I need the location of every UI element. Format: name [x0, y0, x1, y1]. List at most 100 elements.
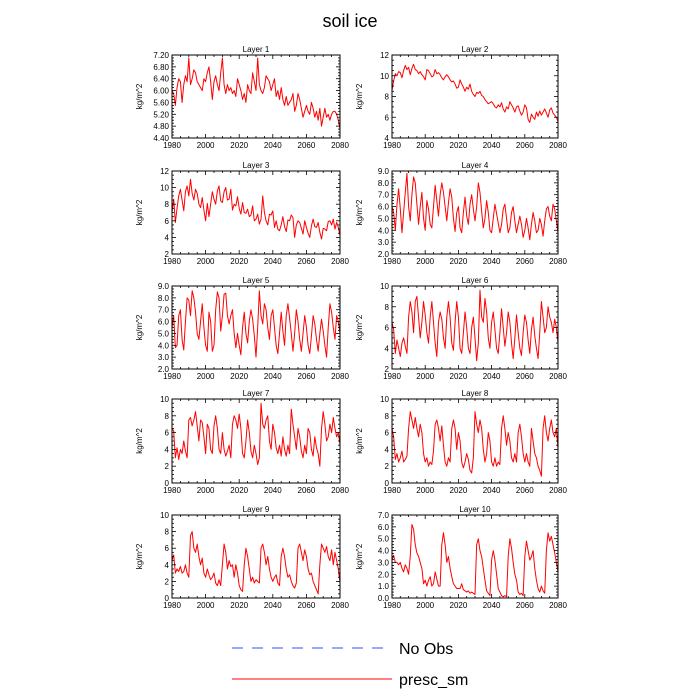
x-tick-label: 2000	[416, 257, 434, 266]
y-tick-label: 6	[165, 217, 170, 226]
x-tick-label: 2080	[331, 601, 349, 610]
y-axis-label: kg/m^2	[355, 543, 364, 569]
x-tick-label: 2040	[483, 257, 501, 266]
y-tick-label: 6	[385, 113, 390, 122]
x-tick-label: 2000	[416, 486, 434, 495]
plot-frame	[171, 54, 341, 139]
y-axis-label: kg/m^2	[135, 543, 144, 569]
y-tick-label: 3.0	[158, 353, 170, 362]
y-axis-label: kg/m^2	[135, 428, 144, 454]
y-tick-label: 10	[160, 395, 169, 404]
panel-layer-1: Layer 1 kg/m^2 1980 2000 2020 2040 2060 2080 4.4…	[135, 45, 349, 150]
y-tick-label: 5.0	[378, 535, 390, 544]
y-tick-label: 6.0	[378, 523, 390, 532]
y-tick-label: 7.0	[378, 511, 390, 520]
x-tick-label: 2020	[450, 141, 468, 150]
x-tick-label: 1980	[383, 372, 401, 381]
y-tick-label: 1.0	[378, 582, 390, 591]
y-tick-label: 3.0	[378, 558, 390, 567]
y-axis-label: kg/m^2	[355, 83, 364, 109]
x-tick-label: 2000	[197, 141, 215, 150]
x-tick-label: 2060	[298, 601, 316, 610]
y-tick-label: 4.0	[158, 341, 170, 350]
y-tick-label: 8	[385, 303, 390, 312]
legend-label-2: presc_sm	[399, 672, 468, 689]
series-line-presc-sm	[171, 402, 341, 467]
series-line-presc-sm	[171, 531, 341, 595]
panel-title: Layer 4	[462, 161, 489, 170]
panel-title: Layer 6	[462, 276, 489, 285]
x-tick-label: 2000	[197, 601, 215, 610]
y-axis-label: kg/m^2	[135, 199, 144, 225]
series-line-presc-sm	[391, 63, 559, 123]
x-tick-label: 2060	[298, 257, 316, 266]
y-tick-label: 7.20	[153, 51, 169, 60]
y-tick-label: 4	[165, 561, 170, 570]
x-tick-label: 2060	[516, 486, 534, 495]
panel-layer-7: Layer 7 kg/m^2 1980 2000 2020 2040 2060 2080 0 2 4…	[135, 389, 349, 495]
x-tick-label: 2080	[331, 372, 349, 381]
x-tick-label: 2060	[516, 141, 534, 150]
x-tick-label: 2020	[230, 372, 248, 381]
x-tick-label: 2080	[549, 141, 567, 150]
y-tick-label: 6.0	[378, 203, 390, 212]
y-tick-label: 6	[385, 429, 390, 438]
y-tick-label: 6.0	[158, 318, 170, 327]
x-tick-label: 2020	[230, 141, 248, 150]
panel-title: Layer 9	[243, 505, 270, 514]
x-tick-label: 2020	[230, 486, 248, 495]
x-tick-label: 1980	[163, 601, 181, 610]
y-tick-label: 3.0	[378, 238, 390, 247]
x-tick-label: 2040	[264, 486, 282, 495]
x-tick-label: 2040	[483, 141, 501, 150]
x-tick-label: 1980	[383, 257, 401, 266]
y-tick-label: 2	[385, 365, 390, 374]
y-axis-label: kg/m^2	[135, 314, 144, 340]
series-line-presc-sm	[391, 411, 559, 477]
y-tick-label: 8	[165, 200, 170, 209]
y-tick-label: 8.0	[158, 294, 170, 303]
y-tick-label: 4.40	[153, 134, 169, 143]
x-tick-label: 2080	[331, 141, 349, 150]
y-tick-label: 10	[160, 511, 169, 520]
x-tick-label: 2040	[264, 141, 282, 150]
x-tick-label: 1980	[383, 486, 401, 495]
x-tick-label: 2000	[416, 601, 434, 610]
x-tick-label: 1980	[163, 257, 181, 266]
y-tick-label: 4	[385, 445, 390, 454]
x-tick-label: 2080	[549, 486, 567, 495]
panel-title: Layer 2	[462, 45, 489, 54]
x-tick-label: 2020	[230, 601, 248, 610]
series-line-presc-sm	[391, 172, 559, 241]
y-tick-label: 8	[385, 412, 390, 421]
y-tick-label: 5.60	[153, 98, 169, 107]
x-tick-label: 2080	[549, 601, 567, 610]
y-tick-label: 10	[380, 395, 389, 404]
y-tick-label: 2.0	[378, 570, 390, 579]
panel-layer-9: Layer 9 kg/m^2 1980 2000 2020 2040 2060 2080 0 2 4…	[135, 505, 349, 610]
y-tick-label: 10	[380, 282, 389, 291]
y-tick-label: 7.0	[378, 191, 390, 200]
y-tick-label: 4	[165, 233, 170, 242]
x-tick-label: 2020	[450, 486, 468, 495]
panel-layer-3: Layer 3 kg/m^2 1980 2000 2020 2040 2060 2080 2 4 6…	[135, 161, 349, 266]
y-tick-label: 6.80	[153, 63, 169, 72]
panel-layer-10: Layer 10 kg/m^2 1980 2000 2020 2040 2060 2080 0.…	[355, 505, 567, 610]
y-axis-label: kg/m^2	[135, 83, 144, 109]
series-line-presc-sm	[171, 57, 341, 130]
series-line-presc-sm	[391, 523, 559, 598]
x-tick-label: 2040	[483, 372, 501, 381]
plot-frame	[171, 170, 341, 255]
legend: No Obs presc_sm	[232, 641, 468, 689]
x-tick-label: 2020	[450, 372, 468, 381]
x-tick-label: 2060	[516, 601, 534, 610]
y-tick-label: 6.00	[153, 87, 169, 96]
y-tick-label: 6	[385, 324, 390, 333]
x-tick-label: 2060	[298, 141, 316, 150]
x-tick-label: 1980	[163, 486, 181, 495]
x-tick-label: 2000	[197, 257, 215, 266]
x-tick-label: 2000	[197, 372, 215, 381]
y-tick-label: 12	[160, 167, 169, 176]
panel-title: Layer 10	[459, 505, 491, 514]
